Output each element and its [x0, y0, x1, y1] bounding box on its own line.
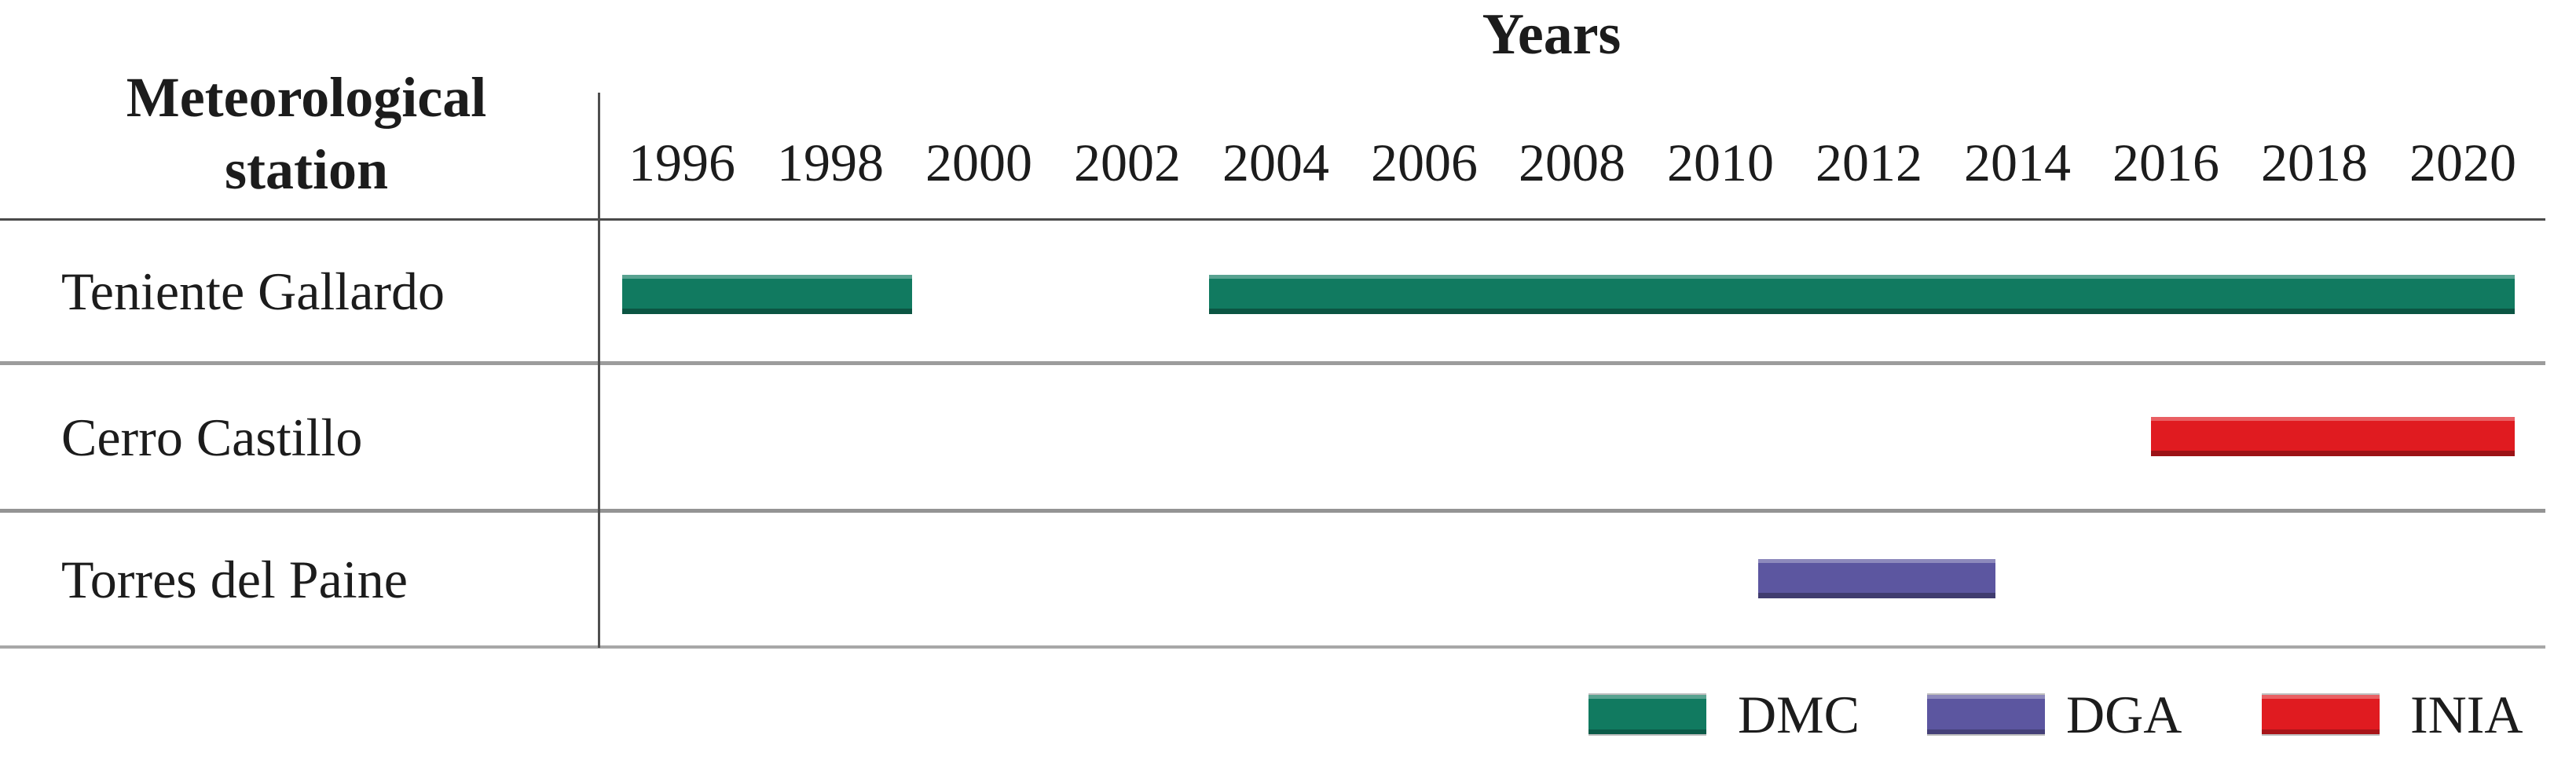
year-tick-label: 2008 [1519, 133, 1625, 192]
year-tick-label: 2000 [925, 133, 1032, 192]
row-divider-1 [0, 361, 2545, 365]
year-tick-label: 2010 [1667, 133, 1774, 192]
header-underline [0, 218, 2545, 221]
x-axis-title: Years [1482, 2, 1621, 67]
station-label-cerro-castillo: Cerro Castillo [61, 408, 363, 467]
year-tick-label: 2018 [2261, 133, 2368, 192]
bar-torres-del-paine-dga [1758, 559, 1995, 598]
legend-label-inia: INIA [2410, 685, 2523, 744]
legend-swatch-dga [1927, 693, 2045, 736]
year-tick-label: 2012 [1816, 133, 1922, 192]
year-tick-label: 1998 [777, 133, 884, 192]
row-divider-2 [0, 509, 2545, 513]
legend-label-dga: DGA [2066, 685, 2182, 744]
y-axis-line [598, 93, 600, 648]
bar-cerro-castillo-inia [2151, 417, 2515, 456]
year-tick-label: 2014 [1964, 133, 2071, 192]
legend-swatch-inia [2262, 693, 2380, 736]
year-tick-label: 1996 [628, 133, 735, 192]
station-column-header: Meteorological station [126, 66, 487, 202]
year-tick-label: 2016 [2112, 133, 2219, 192]
bar-teniente-gallardo-dmc-2 [1209, 275, 2515, 314]
year-tick-label: 2006 [1371, 133, 1478, 192]
bar-teniente-gallardo-dmc-1 [622, 275, 912, 314]
year-tick-label: 2004 [1222, 133, 1329, 192]
row-divider-bottom [0, 645, 2545, 649]
station-label-teniente-gallardo: Teniente Gallardo [61, 261, 445, 321]
year-tick-label: 2020 [2409, 133, 2516, 192]
station-label-torres-del-paine: Torres del Paine [61, 550, 408, 609]
legend-label-dmc: DMC [1738, 685, 1860, 744]
year-tick-label: 2002 [1074, 133, 1181, 192]
legend-swatch-dmc [1588, 693, 1706, 736]
